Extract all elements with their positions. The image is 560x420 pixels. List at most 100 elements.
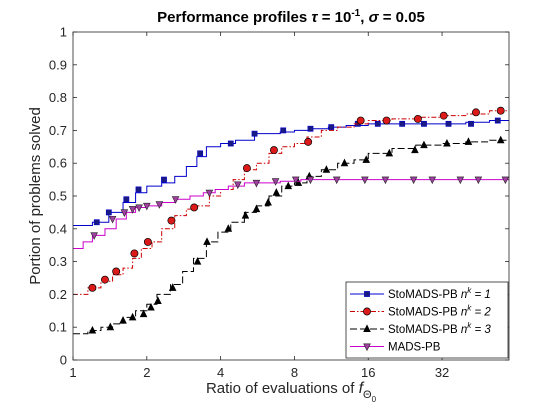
legend-entry-4: MADS-PB — [388, 342, 441, 354]
y-tick-label: 0.7 — [49, 123, 67, 138]
axes-layer: 1 2 4 8 16 32 0 0.1 0.2 0.3 0.4 0.5 0.6 0.7 0.8 0.9 1 — [49, 25, 510, 380]
series-2-point — [270, 146, 278, 155]
series-4-point — [135, 204, 143, 213]
series-4-point — [501, 176, 510, 185]
series-4 — [73, 176, 510, 249]
series-1-line — [73, 120, 509, 227]
series-4-point — [128, 206, 137, 214]
series-3-point — [496, 135, 505, 144]
series-3-point — [128, 312, 137, 321]
series-4-point — [171, 196, 180, 204]
series-1-point — [374, 120, 381, 127]
series-3 — [73, 135, 509, 335]
y-tick-label: 0.5 — [49, 189, 67, 204]
legend-marker-2 — [363, 307, 371, 316]
series-3-point — [193, 257, 202, 265]
legend-entry-3: StoMADS-PB nk = 3 — [388, 321, 491, 336]
series-4-point — [271, 178, 280, 186]
y-tick-label: 0 — [60, 353, 67, 368]
x-axis-label: Ratio of evaluations of fΘ0 — [206, 380, 377, 404]
series-3-point — [224, 224, 233, 232]
series-2-point — [143, 237, 152, 246]
series-1-point — [227, 140, 234, 147]
legend-marker-3 — [363, 324, 371, 333]
y-tick-label: 0.9 — [49, 57, 67, 72]
series-2-point — [439, 111, 448, 120]
y-tick-label: 0.8 — [49, 90, 67, 105]
y-tick-label: 0.2 — [49, 287, 67, 302]
series-4-point — [381, 176, 390, 185]
x-tick-label: 4 — [217, 365, 224, 380]
series-4-point — [90, 232, 98, 240]
series-3-point — [362, 155, 371, 163]
series-4-point — [234, 181, 242, 190]
series-2-point — [112, 267, 121, 276]
series-4-point — [332, 176, 341, 185]
series-4-point — [428, 176, 437, 185]
series-layer — [73, 106, 510, 335]
series-4-point — [456, 176, 465, 185]
y-tick-label: 1 — [60, 25, 67, 40]
series-2-point — [130, 249, 139, 258]
series-2-point — [167, 216, 176, 225]
series-2-line — [73, 110, 509, 295]
series-1-point — [93, 219, 100, 226]
series-1-point — [468, 120, 474, 127]
legend-marker-1 — [364, 291, 370, 297]
series-2-point — [304, 137, 313, 146]
series-2-point — [472, 108, 480, 117]
series-4-point — [306, 176, 315, 185]
series-3-point — [147, 302, 155, 311]
series-2-point — [242, 164, 251, 173]
series-1-point — [251, 130, 258, 137]
series-3-point — [252, 204, 261, 213]
series-3-point — [411, 145, 419, 154]
series-3-point — [139, 309, 148, 318]
chart-title: Performance profiles τ = 10-1, σ = 0.05 — [157, 8, 425, 26]
series-3-point — [464, 137, 473, 145]
series-2-point — [190, 203, 199, 212]
series-3-point — [203, 237, 211, 245]
series-3-point — [241, 211, 250, 219]
series-1 — [73, 117, 509, 227]
x-tick-label: 8 — [291, 365, 298, 380]
series-1-point — [445, 120, 452, 127]
series-3-point — [264, 197, 272, 206]
series-1-point — [399, 120, 406, 127]
series-4-line — [73, 179, 509, 249]
series-4-point — [120, 209, 129, 217]
series-3-point — [168, 283, 177, 291]
legend-entry-1: StoMADS-PB nk = 1 — [388, 286, 491, 301]
series-4-point — [409, 176, 418, 185]
series-3-point — [154, 296, 162, 304]
series-1-point — [494, 117, 501, 124]
y-axis-label: Portion of problems solved — [27, 107, 44, 285]
series-2-point — [413, 114, 422, 123]
series-3-point — [385, 148, 394, 157]
series-3-point — [443, 138, 451, 147]
y-tick-label: 0.4 — [49, 221, 67, 236]
series-2-point — [88, 283, 97, 292]
series-3-point — [119, 316, 127, 324]
y-tick-label: 0.1 — [49, 320, 67, 335]
series-3-point — [340, 158, 349, 167]
series-3-point — [106, 322, 115, 331]
series-4-point — [291, 176, 300, 185]
legend-entry-2: StoMADS-PB nk = 2 — [388, 304, 491, 319]
x-tick-label: 16 — [361, 365, 375, 380]
series-2-point — [101, 275, 109, 284]
series-2 — [73, 106, 509, 295]
series-4-point — [474, 176, 483, 185]
series-1-point — [197, 150, 204, 157]
series-1-point — [328, 124, 335, 131]
series-3-point — [284, 181, 293, 190]
series-1-point — [135, 186, 142, 193]
legend-box — [345, 281, 509, 359]
series-3-point — [322, 165, 331, 173]
series-3-point — [294, 178, 303, 186]
series-1-point — [307, 125, 314, 132]
series-2-point — [382, 116, 391, 125]
series-3-point — [420, 140, 428, 149]
series-1-point — [161, 176, 167, 183]
